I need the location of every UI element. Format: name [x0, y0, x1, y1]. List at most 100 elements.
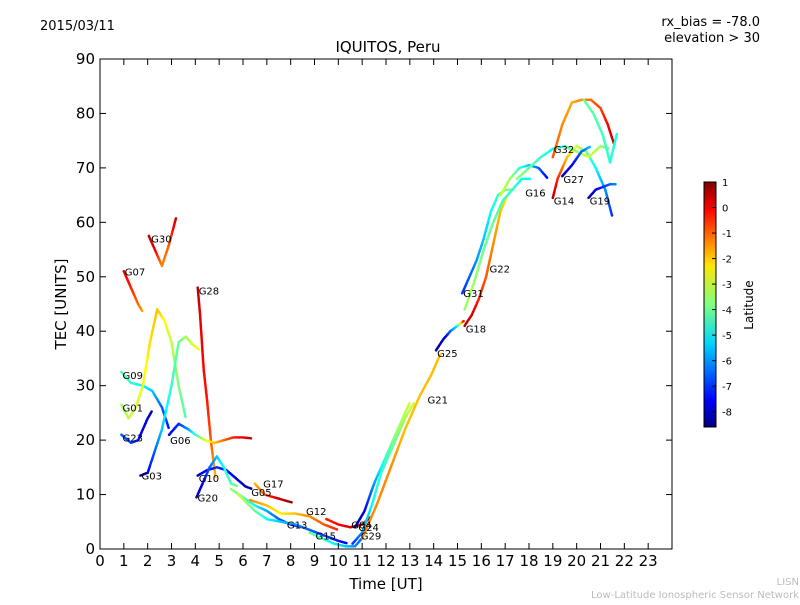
- prn-label-g07: G07: [125, 267, 145, 278]
- prn-label-g21: G21: [428, 395, 448, 406]
- y-tick-label: 50: [76, 268, 95, 286]
- prn-label-g13: G13: [287, 521, 307, 532]
- tec-point: [528, 177, 532, 181]
- colorbar-tick-label: -4: [722, 306, 732, 317]
- series-g13: [236, 493, 348, 545]
- tec-point: [290, 501, 293, 504]
- x-tick-label: 21: [591, 552, 610, 570]
- tec-point: [407, 402, 411, 405]
- x-tick-label: 12: [376, 552, 395, 570]
- colorbar-tick-label: -1: [722, 229, 732, 240]
- rx-bias-label: rx_bias = -78.0: [661, 15, 760, 30]
- elevation-label: elevation > 30: [664, 31, 760, 46]
- prn-label-g06: G06: [170, 436, 190, 447]
- series-g07: [122, 270, 144, 313]
- axis-ticks: 0 1 2 3 4 5 6 7 8 9 10 11 12 13 14 15 16 17 18 19 20 21 22 2301…: [76, 50, 672, 570]
- tec-point: [608, 182, 612, 186]
- tec-point: [197, 348, 201, 351]
- x-tick-label: 22: [615, 552, 634, 570]
- tec-point: [614, 182, 617, 186]
- x-tick-label: 19: [543, 552, 562, 570]
- tec-point: [612, 182, 615, 186]
- tec-point: [140, 309, 144, 313]
- tec-point: [438, 353, 442, 356]
- prn-label-g03: G03: [142, 472, 162, 483]
- series-g27: [561, 145, 591, 178]
- x-tick-label: 17: [496, 552, 515, 570]
- colorbar-tick-label: 1: [722, 178, 728, 189]
- series-g23: [120, 410, 153, 445]
- series-g24: [353, 402, 411, 529]
- x-tick-label: 14: [424, 552, 443, 570]
- tec-point: [345, 541, 348, 545]
- y-tick-label: 20: [76, 431, 95, 449]
- x-tick-label: 0: [95, 552, 105, 570]
- x-tick-label: 13: [400, 552, 419, 570]
- y-tick-label: 30: [76, 377, 95, 395]
- y-tick-label: 10: [76, 486, 95, 504]
- series-g16: [499, 163, 549, 197]
- prn-label-g19: G19: [590, 197, 610, 208]
- x-tick-label: 8: [286, 552, 296, 570]
- y-axis-label: TEC [UNITS]: [52, 259, 70, 351]
- series-g20: [195, 455, 239, 499]
- series-g18: [463, 195, 509, 328]
- tec-point: [545, 176, 549, 179]
- prn-label-g24: G24: [358, 523, 378, 534]
- prn-label-g18: G18: [466, 325, 486, 336]
- plot-frame: [99, 58, 673, 550]
- x-tick-label: 18: [519, 552, 538, 570]
- watermark-network: Low-Latitude Ionospheric Sensor Network: [591, 590, 799, 600]
- prn-label-g15: G15: [316, 531, 336, 542]
- colorbar: [703, 181, 717, 428]
- prn-label-g04: G04: [351, 521, 371, 532]
- tec-point: [412, 402, 416, 405]
- x-tick-label: 9: [310, 552, 320, 570]
- colorbar-label: Latitude: [742, 280, 756, 329]
- y-tick-label: 40: [76, 322, 95, 340]
- prn-label-g12: G12: [306, 507, 326, 518]
- x-tick-label: 11: [353, 552, 372, 570]
- x-tick-label: 5: [214, 552, 224, 570]
- x-tick-label: 23: [639, 552, 658, 570]
- series-g15: [308, 531, 363, 548]
- tec-point: [335, 528, 339, 531]
- tec-point: [150, 410, 153, 413]
- prn-label-g23: G23: [123, 433, 143, 444]
- series-g29: [351, 402, 416, 545]
- colorbar-tick-label: -6: [722, 357, 732, 368]
- series-g30: [147, 217, 178, 268]
- prn-label-g28: G28: [199, 286, 219, 297]
- colorbar-ticks: 1 0 -1 -2 -3 -4 -5 -6 -7 -8: [712, 178, 732, 419]
- tec-point: [610, 214, 614, 217]
- series-g25: [434, 319, 465, 352]
- series-g17: [253, 482, 293, 504]
- x-tick-label: 15: [448, 552, 467, 570]
- tec-point: [610, 182, 614, 186]
- prn-label-g29: G29: [361, 531, 381, 542]
- chart-title: IQUITOS, Peru: [335, 38, 440, 56]
- colorbar-tick-label: -5: [722, 331, 732, 342]
- series-g06: [167, 422, 253, 445]
- y-tick-label: 0: [85, 540, 95, 558]
- y-tick-label: 70: [76, 159, 95, 177]
- tec-point: [615, 132, 619, 136]
- prn-label-g10: G10: [199, 474, 219, 485]
- prn-label-g22: G22: [490, 265, 510, 276]
- prn-label-g16: G16: [525, 188, 545, 199]
- x-tick-label: 3: [167, 552, 177, 570]
- tec-point: [235, 484, 239, 488]
- series-g19: [587, 182, 617, 200]
- prn-label-g31: G31: [463, 289, 483, 300]
- tec-point: [249, 437, 253, 440]
- series-g02: [551, 98, 616, 159]
- y-tick-label: 90: [76, 50, 95, 68]
- series-g26: [582, 98, 619, 164]
- prn-label-g25: G25: [437, 349, 457, 360]
- prn-label-g20: G20: [198, 493, 218, 504]
- prn-label-g01: G01: [123, 403, 143, 414]
- x-tick-label: 2: [143, 552, 153, 570]
- y-tick-label: 60: [76, 213, 95, 231]
